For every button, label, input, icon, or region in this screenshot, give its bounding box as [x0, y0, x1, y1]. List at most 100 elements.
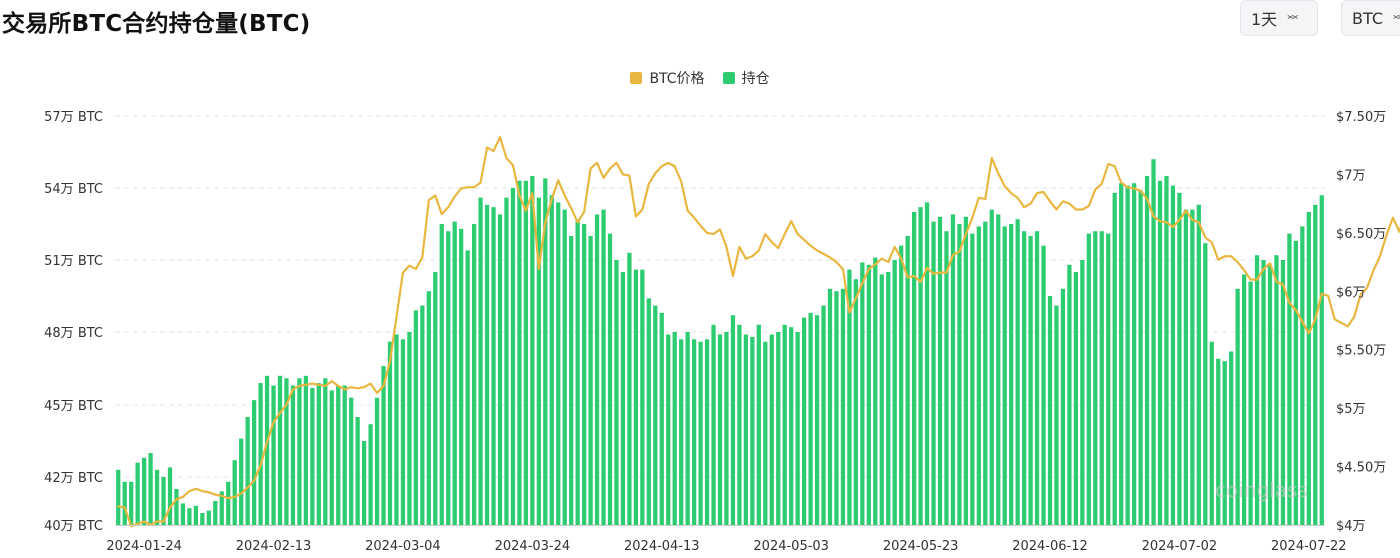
open-interest-bar — [879, 274, 884, 525]
y-right-tick-label: $7.50万 — [1336, 110, 1386, 125]
open-interest-bar — [698, 341, 703, 525]
open-interest-bar — [911, 212, 917, 525]
legend-item-price[interactable]: BTC价格 — [630, 68, 705, 88]
open-interest-bar — [588, 236, 593, 525]
open-interest-bar — [937, 216, 943, 526]
left-axis-ticks: 40万 BTC 42万 BTC 45万 BTC 48万 BTC 51万 BTC 54万 B… — [44, 110, 103, 534]
open-interest-bar — [148, 453, 153, 525]
open-interest-bar — [549, 195, 554, 525]
open-interest-bar — [789, 327, 794, 525]
open-interest-bar — [989, 209, 994, 525]
open-interest-bar — [1293, 240, 1299, 526]
open-interest-bar — [1093, 231, 1098, 525]
y-left-tick-label: 54万 BTC — [44, 182, 103, 197]
open-interest-bar — [1267, 264, 1273, 525]
x-tick-label: 2024-07-22 — [1271, 539, 1347, 554]
open-interest-bar — [627, 252, 632, 526]
open-interest-bar — [219, 491, 224, 525]
y-right-tick-label: $6.50万 — [1336, 227, 1386, 242]
open-interest-bar — [543, 178, 548, 525]
open-interest-bar — [167, 467, 173, 525]
open-interest-bar — [1028, 236, 1033, 525]
x-tick-label: 2024-05-23 — [883, 539, 959, 554]
open-interest-bar — [459, 228, 464, 526]
open-interest-bar — [1183, 209, 1189, 525]
open-interest-bar — [1047, 296, 1053, 525]
open-interest-bar — [1280, 260, 1286, 525]
open-interest-bar — [724, 332, 729, 525]
open-interest-bar — [866, 264, 871, 525]
y-right-tick-label: $5万 — [1336, 402, 1366, 417]
open-interest-bar — [808, 312, 813, 525]
open-interest-bar — [970, 233, 975, 525]
open-interest-bar — [394, 334, 399, 525]
open-interest-bar — [581, 224, 587, 525]
open-interest-bar — [776, 332, 781, 525]
open-interest-bar — [1009, 224, 1014, 525]
period-select-value: 1天 — [1251, 10, 1278, 29]
open-interest-bar — [316, 383, 321, 525]
open-interest-bar — [1319, 195, 1324, 525]
open-interest-bar — [633, 269, 639, 525]
open-interest-bar — [433, 272, 438, 525]
coin-select[interactable]: BTC ︿﹀ — [1341, 0, 1400, 36]
open-interest-bar — [594, 214, 600, 525]
open-interest-bar — [1002, 226, 1007, 525]
legend-swatch-price — [630, 72, 643, 84]
x-tick-label: 2024-05-03 — [753, 539, 829, 554]
open-interest-bar — [1287, 233, 1292, 525]
open-interest-bar — [737, 324, 742, 525]
open-interest-bar — [827, 288, 833, 525]
open-interest-bar — [957, 224, 962, 525]
open-interest-bar — [569, 236, 574, 525]
open-interest-bar — [297, 378, 302, 525]
open-interest-bar — [795, 332, 800, 525]
open-interest-bar — [853, 279, 859, 525]
open-interest-bar — [374, 397, 380, 525]
period-select[interactable]: 1天 ︿ ﹀ — [1240, 0, 1318, 36]
x-tick-label: 2024-03-24 — [495, 539, 571, 554]
open-interest-bar — [659, 312, 664, 525]
open-interest-bar — [504, 197, 509, 525]
open-interest-bar — [1106, 233, 1111, 525]
open-interest-bar — [420, 305, 425, 525]
right-axis-ticks: $4万 $4.50万 $5万 $5.50万 $6万 $6.50万 $7万 $7.50万 — [1336, 110, 1386, 534]
open-interest-bar — [711, 324, 716, 525]
open-interest-bar — [1138, 190, 1143, 525]
open-interest-bar — [129, 481, 134, 525]
open-interest-bar — [387, 341, 393, 525]
open-interest-bar — [840, 288, 846, 525]
open-interest-bar — [1241, 274, 1247, 525]
x-tick-label: 2024-02-13 — [236, 539, 312, 554]
open-interest-bar — [873, 257, 878, 525]
open-interest-bar — [1261, 260, 1266, 525]
open-interest-bar — [730, 315, 736, 525]
open-interest-bar — [756, 324, 761, 525]
open-interest-bar — [886, 272, 891, 525]
open-interest-bar — [1274, 255, 1279, 525]
open-interest-bar — [122, 481, 127, 525]
open-interest-bar — [1164, 176, 1169, 525]
open-interest-bar — [135, 462, 140, 525]
open-interest-bar — [174, 489, 179, 525]
open-interest-bar — [1131, 183, 1137, 525]
open-interest-bar — [1306, 212, 1311, 525]
open-interest-bar — [672, 332, 677, 525]
open-interest-bar — [1235, 288, 1240, 525]
open-interest-bar — [407, 332, 412, 525]
open-interest-bar — [161, 477, 166, 525]
price-line-group — [117, 135, 1400, 528]
open-interest-bar — [931, 221, 936, 525]
open-interest-bar — [1209, 341, 1214, 525]
chevron-up-down-icon: ︿﹀ — [1393, 9, 1400, 26]
open-interest-bar — [834, 291, 839, 525]
open-interest-bar — [575, 219, 580, 525]
coin-select-value: BTC — [1352, 8, 1383, 28]
legend-label-oi: 持仓 — [741, 71, 770, 87]
open-interest-bar — [763, 341, 768, 525]
legend-item-oi[interactable]: 持仓 — [722, 68, 770, 88]
open-interest-bar — [905, 236, 910, 525]
open-interest-bar — [743, 334, 749, 525]
open-interest-bar — [646, 298, 651, 525]
open-interest-bar — [899, 245, 904, 525]
